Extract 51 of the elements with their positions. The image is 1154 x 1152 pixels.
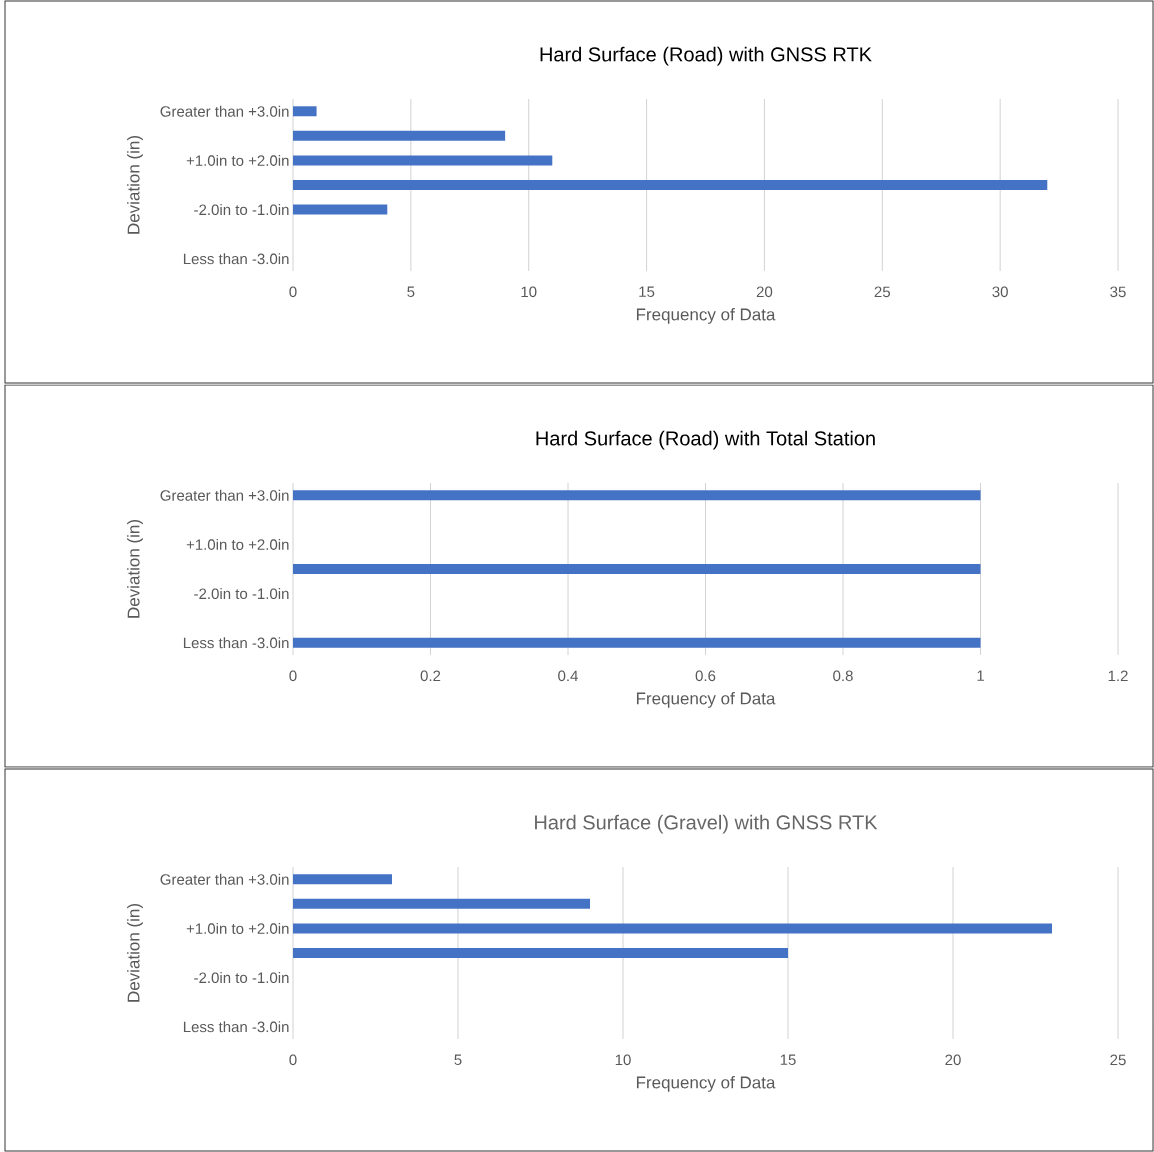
bar (293, 155, 553, 166)
bar (293, 179, 1048, 190)
x-tick-label: 0 (289, 670, 297, 682)
x-tick-label: 0.2 (420, 670, 441, 682)
y-tick-label: Greater than +3.0in (160, 873, 289, 885)
y-tick-label: +1.0in to +2.0in (186, 538, 289, 550)
y-tick-label: Less than -3.0in (183, 637, 289, 649)
bar (293, 204, 388, 215)
y-tick-label: Greater than +3.0in (160, 105, 289, 117)
bar (293, 106, 317, 117)
chart-title: Hard Surface (Gravel) with GNSS RTK (535, 814, 878, 834)
y-tick-label: -2.0in to -1.0in (194, 204, 289, 216)
y-axis-title: Deviation (in) (127, 520, 143, 618)
y-tick-label: +1.0in to +2.0in (186, 154, 289, 166)
x-axis-title: Frequency of Data (636, 308, 776, 324)
x-tick-label: 25 (1110, 1054, 1126, 1066)
x-tick-label: 0.4 (558, 670, 578, 682)
chart-title: Hard Surface (Road) with Total Station (536, 430, 875, 450)
x-tick-label: 0 (289, 1054, 297, 1066)
x-tick-label: 20 (945, 1054, 961, 1066)
bar (293, 898, 590, 909)
x-tick-label: 0.6 (695, 670, 716, 682)
x-tick-label: 10 (521, 286, 537, 298)
x-tick-label: 0.8 (833, 670, 853, 682)
x-tick-label: 10 (615, 1054, 631, 1066)
x-tick-label: 5 (454, 1054, 462, 1065)
bar (293, 130, 506, 141)
x-tick-label: 5 (407, 286, 415, 297)
bar (293, 923, 1053, 934)
x-tick-label: 0 (289, 286, 297, 298)
x-axis-title: Frequency of Data (636, 1076, 776, 1092)
chart-title: Hard Surface (Road) with GNSS RTK (540, 46, 872, 66)
y-axis-title: Deviation (in) (127, 904, 143, 1002)
x-tick-label: 30 (992, 286, 1008, 298)
x-tick-label: 20 (756, 286, 773, 298)
y-tick-label: Less than -3.0in (183, 253, 289, 265)
bar (293, 874, 392, 885)
x-tick-label: 25 (874, 286, 890, 298)
x-axis-title: Frequency of Data (636, 692, 776, 708)
y-tick-label: -2.0in to -1.0in (194, 972, 289, 984)
x-tick-label: 1 (977, 670, 984, 681)
y-tick-label: Less than -3.0in (183, 1021, 289, 1033)
x-tick-label: 35 (1110, 286, 1126, 298)
x-tick-label: 15 (780, 1054, 796, 1065)
x-tick-label: 1.2 (1108, 670, 1128, 682)
y-axis-title: Deviation (in) (127, 136, 143, 234)
bar (293, 948, 789, 958)
y-tick-label: -2.0in to -1.0in (194, 588, 289, 600)
y-tick-label: Greater than +3.0in (160, 489, 289, 501)
x-tick-label: 15 (639, 286, 655, 297)
y-tick-label: +1.0in to +2.0in (186, 922, 289, 934)
